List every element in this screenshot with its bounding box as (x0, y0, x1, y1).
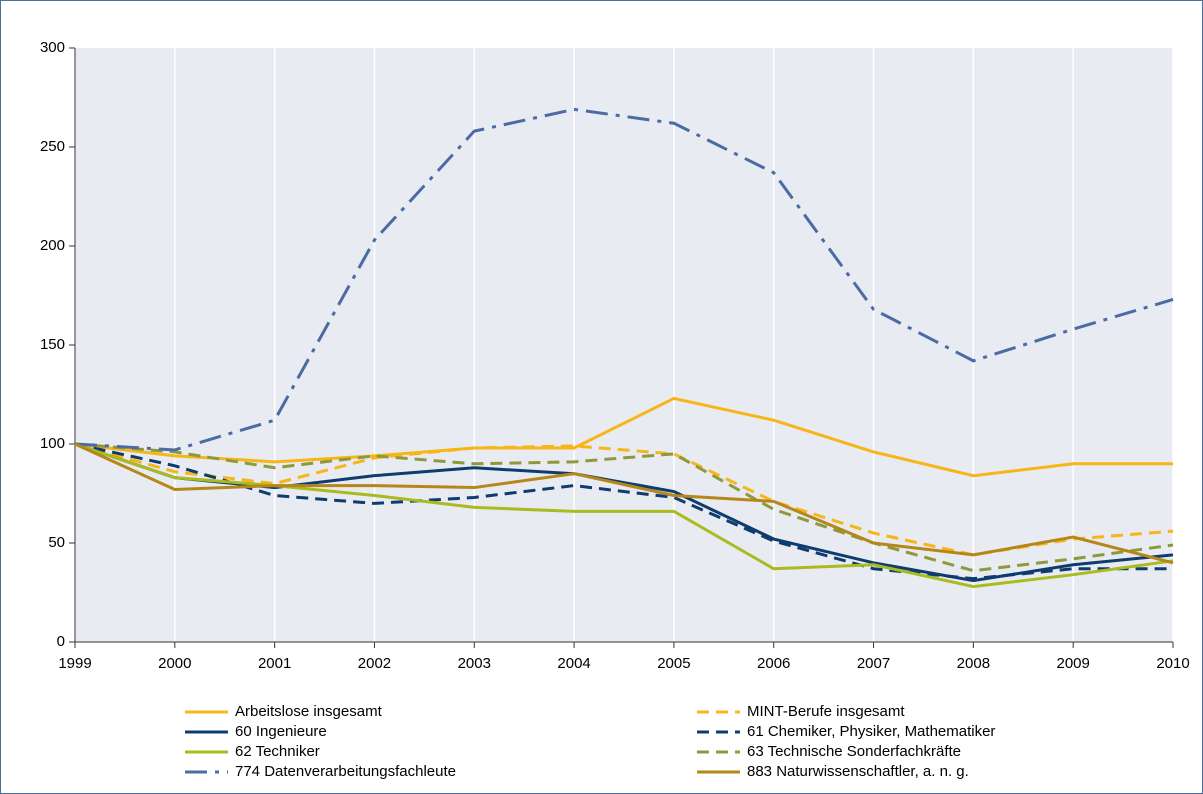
y-tick-label: 250 (40, 138, 65, 155)
series-line (74, 442, 1174, 589)
x-tick-label: 2004 (557, 655, 590, 672)
x-tick-label: 2007 (857, 655, 890, 672)
series-line (74, 107, 1174, 452)
legend-label: 63 Technische Sonderfachkräfte (747, 743, 961, 760)
legend-label: 774 Datenverarbeitungsfachleute (235, 763, 456, 780)
y-tick-label: 300 (40, 39, 65, 56)
y-tick-label: 150 (40, 336, 65, 353)
series-line (74, 396, 1173, 478)
x-tick-label: 2009 (1056, 655, 1089, 672)
legend-label: 60 Ingenieure (235, 723, 327, 740)
x-tick-label: 1999 (58, 655, 91, 672)
legend-label: 61 Chemiker, Physiker, Mathematiker (747, 723, 995, 740)
x-tick-label: 2000 (158, 655, 191, 672)
y-tick-label: 100 (40, 435, 65, 452)
y-tick-label: 200 (40, 237, 65, 254)
x-tick-label: 2010 (1156, 655, 1189, 672)
y-tick-label: 50 (48, 534, 65, 551)
x-tick-label: 2006 (757, 655, 790, 672)
x-tick-label: 2005 (657, 655, 690, 672)
x-tick-label: 2001 (258, 655, 291, 672)
x-tick-label: 2008 (957, 655, 990, 672)
series-line (74, 442, 1173, 581)
legend-label: Arbeitslose insgesamt (235, 703, 383, 720)
x-tick-label: 2003 (458, 655, 491, 672)
legend-label: 62 Techniker (235, 743, 320, 760)
series-line (74, 442, 1174, 565)
plot-area (75, 48, 1173, 642)
series-line (74, 442, 1174, 573)
x-tick-label: 2002 (358, 655, 391, 672)
legend-label: 883 Naturwissenschaftler, a. n. g. (747, 763, 969, 780)
y-tick-label: 0 (57, 633, 65, 650)
legend-label: MINT-Berufe insgesamt (747, 703, 905, 720)
